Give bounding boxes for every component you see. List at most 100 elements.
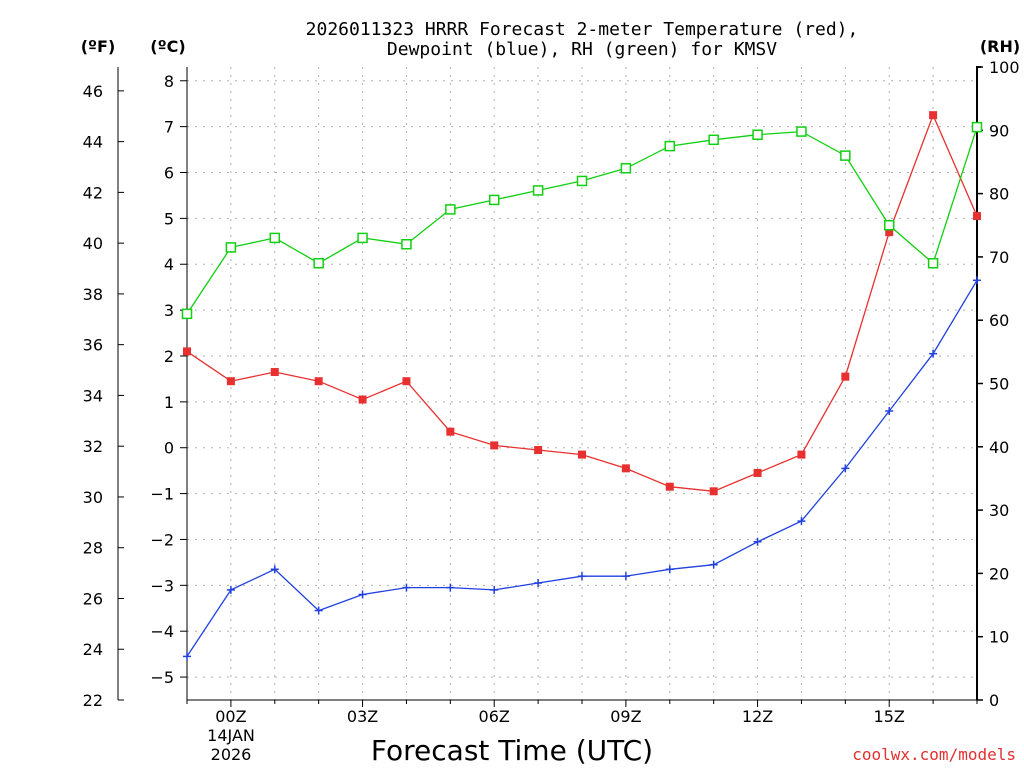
- celsius-tick-label: 6: [164, 164, 174, 183]
- 2-meter-temperature-point: [665, 482, 674, 491]
- dewpoint-point: [402, 583, 411, 592]
- dewpoint-point: [183, 652, 191, 661]
- time-axis: 00Z 03Z 06Z 09Z 12Z 15Z: [186, 700, 978, 726]
- relative-humidity-point: [971, 121, 983, 133]
- rh-tick-label: 60: [989, 311, 1009, 330]
- rh-tick-label: 40: [989, 438, 1009, 457]
- 2-meter-temperature-point: [753, 468, 762, 477]
- relative-humidity-point: [576, 175, 588, 187]
- celsius-tick-label: 2: [164, 347, 174, 366]
- date-label-day: 14JAN: [207, 726, 255, 745]
- celsius-unit-label: (ºC): [150, 37, 185, 56]
- time-tick-label: 09Z: [610, 707, 641, 726]
- 2-meter-temperature-point: [929, 111, 938, 120]
- 2-meter-temperature-point: [797, 450, 806, 459]
- relative-humidity-point: [401, 238, 412, 250]
- 2-meter-temperature-point: [621, 464, 630, 473]
- 2-meter-temperature-point: [578, 450, 586, 459]
- relative-humidity-point: [225, 242, 237, 253]
- fahrenheit-tick-label: 42: [83, 183, 103, 202]
- relative-humidity-point: [488, 194, 500, 206]
- fahrenheit-tick-label: 36: [83, 336, 103, 355]
- 2-meter-temperature-point: [270, 368, 279, 377]
- 2-meter-temperature-point: [841, 372, 850, 381]
- relative-humidity-point: [664, 140, 676, 152]
- 2-meter-temperature-point: [446, 427, 455, 436]
- fahrenheit-tick-label: 24: [83, 640, 103, 659]
- dewpoint-point: [358, 590, 367, 599]
- relative-humidity-point: [708, 134, 719, 146]
- rh-tick-label: 80: [989, 185, 1009, 204]
- relative-humidity-point: [357, 232, 368, 244]
- celsius-tick-label: −1: [150, 485, 174, 504]
- celsius-tick-label: 8: [164, 72, 174, 91]
- relative-humidity-point: [181, 308, 193, 320]
- chart-title-line1: 2026011323 HRRR Forecast 2-meter Tempera…: [306, 19, 859, 40]
- date-label-year: 2026: [211, 745, 252, 764]
- fahrenheit-tick-label: 26: [83, 589, 103, 608]
- fahrenheit-axis: 22 24 26 28 30 32 34 36 38 40 42 44 46: [83, 82, 124, 710]
- relative-humidity-point: [796, 126, 807, 137]
- relative-humidity-point: [445, 204, 456, 215]
- celsius-tick-label: −4: [150, 622, 174, 641]
- data-series: [181, 111, 983, 661]
- dewpoint-point: [929, 349, 938, 358]
- fahrenheit-tick-label: 40: [83, 234, 103, 253]
- fahrenheit-unit-label: (ºF): [81, 37, 116, 56]
- 2-meter-temperature-point: [358, 395, 367, 404]
- celsius-tick-label: 1: [164, 393, 174, 412]
- celsius-tick-label: 3: [164, 301, 174, 320]
- dewpoint-point: [973, 276, 981, 285]
- relative-humidity-point: [927, 257, 939, 269]
- fahrenheit-tick-label: 44: [83, 133, 103, 152]
- rh-tick-label: 30: [989, 501, 1009, 520]
- dewpoint-point: [797, 517, 806, 526]
- dewpoint-point: [446, 583, 455, 592]
- dewpoint-point: [709, 560, 718, 569]
- relative-humidity-point: [883, 220, 895, 231]
- chart-title-line2: Dewpoint (blue), RH (green) for KMSV: [387, 39, 777, 60]
- dewpoint-point: [753, 537, 762, 546]
- relative-humidity-point: [532, 185, 544, 196]
- rh-axis: 0 10 20 30 40 50 60 70 80 90 100: [977, 58, 1020, 710]
- dewpoint-series: [183, 276, 981, 661]
- dewpoint-point: [270, 565, 279, 574]
- rh-unit-label: (RH): [980, 37, 1020, 56]
- 2-meter-temperature-point: [709, 487, 718, 496]
- dewpoint-point: [841, 464, 850, 473]
- time-tick-label: 00Z: [215, 707, 246, 726]
- dewpoint-point: [226, 585, 235, 594]
- celsius-tick-label: 5: [164, 209, 174, 228]
- dewpoint-point: [314, 606, 323, 615]
- 2-meter-temperature-point: [973, 212, 981, 221]
- time-tick-label: 15Z: [874, 707, 905, 726]
- 2-meter-temperature-point: [226, 377, 235, 386]
- dewpoint-point: [534, 579, 543, 588]
- time-tick-label: 06Z: [479, 707, 510, 726]
- dewpoint-point: [621, 572, 630, 581]
- rh-tick-label: 0: [989, 691, 999, 710]
- fahrenheit-tick-label: 34: [83, 386, 103, 405]
- 2-meter-temperature-point: [885, 228, 894, 237]
- rh-tick-label: 50: [989, 375, 1009, 394]
- rh-tick-label: 20: [989, 564, 1009, 583]
- dewpoint-point: [885, 407, 894, 416]
- 2-meter-temperature-point: [402, 377, 411, 386]
- credit-text: coolwx.com/models: [852, 745, 1016, 764]
- rh-tick-label: 10: [989, 628, 1009, 647]
- celsius-axis: −5 −4 −3 −2 −1 0 1 2 3 4 5 6 7 8: [150, 72, 187, 687]
- 2-meter-temperature-point: [314, 377, 323, 386]
- rh-tick-label: 70: [989, 248, 1009, 267]
- 2-meter-temperature-series: [183, 111, 981, 496]
- celsius-tick-label: 0: [164, 439, 174, 458]
- rh-tick-label: 90: [989, 121, 1009, 140]
- time-tick-label: 03Z: [347, 707, 378, 726]
- relative-humidity-point: [269, 232, 281, 244]
- celsius-tick-label: 7: [164, 118, 174, 137]
- fahrenheit-tick-label: 22: [83, 691, 103, 710]
- x-axis-label: Forecast Time (UTC): [371, 734, 653, 767]
- celsius-tick-label: −5: [150, 668, 174, 687]
- fahrenheit-tick-label: 30: [83, 488, 103, 507]
